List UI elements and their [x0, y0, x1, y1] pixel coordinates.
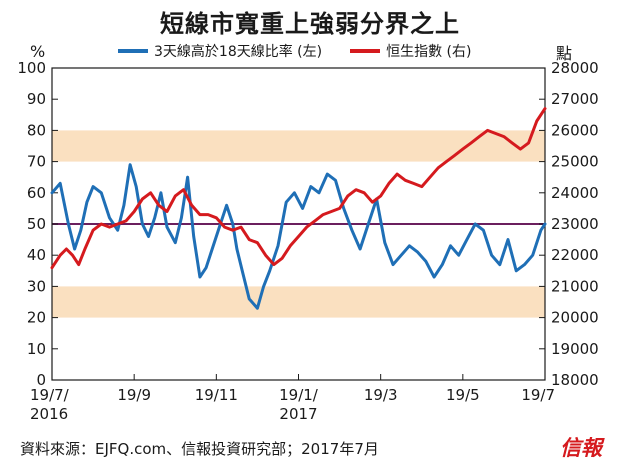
series-line-breadth-ratio: [50, 163, 547, 310]
legend-label-blue: 3天線高於18天線比率 (左): [154, 44, 323, 60]
x-tick-label-0-line2: 2016: [30, 405, 68, 423]
series-line-hang-seng: [50, 107, 547, 270]
legend-swatch-blue: [118, 49, 148, 53]
left-tick-label-1: 10: [27, 340, 46, 358]
x-tick-label-0: 19/7/: [30, 386, 70, 404]
right-axis-unit: 點: [556, 44, 573, 63]
source-note: 資料來源：EJFQ.com、信報投資研究部；2017年7月: [20, 440, 379, 458]
right-tick-label-3: 21000: [551, 277, 599, 295]
legend-swatch-red: [350, 49, 381, 53]
right-tick-label-6: 24000: [551, 184, 599, 202]
right-tick-label-5: 23000: [551, 215, 599, 233]
right-tick-label-2: 20000: [551, 309, 599, 327]
publisher-logo: 信報: [560, 435, 602, 460]
legend-label-red: 恒生指數 (右): [386, 44, 472, 60]
shaded-band-0: [52, 130, 545, 162]
left-tick-label-8: 80: [27, 121, 46, 139]
left-tick-label-2: 20: [27, 309, 46, 327]
chart-title: 短線市寬重上強弱分界之上: [160, 10, 460, 38]
left-tick-label-9: 90: [27, 90, 46, 108]
right-tick-label-1: 19000: [551, 340, 599, 358]
x-tick-label-5: 19/5: [446, 386, 480, 404]
right-tick-label-8: 26000: [551, 121, 599, 139]
legend: 3天線高於18天線比率 (左) 恒生指數 (右): [118, 40, 471, 62]
right-tick-label-4: 22000: [551, 246, 599, 264]
x-tick-label-2: 19/11: [195, 386, 238, 404]
left-tick-label-6: 60: [27, 184, 46, 202]
legend-item-blue: 3天線高於18天線比率 (左): [118, 41, 322, 61]
left-tick-label-0: 0: [36, 371, 46, 389]
left-tick-label-7: 70: [27, 153, 46, 171]
left-tick-label-10: 100: [17, 59, 46, 77]
right-tick-label-10: 28000: [551, 59, 599, 77]
x-tick-label-3-line2: 2017: [279, 405, 317, 423]
x-tick-label-6: 19/7: [521, 386, 555, 404]
left-tick-label-3: 30: [27, 277, 46, 295]
left-tick-label-5: 50: [27, 215, 46, 233]
left-axis-unit: %: [30, 42, 46, 61]
right-tick-label-7: 25000: [551, 153, 599, 171]
legend-item-red: 恒生指數 (右): [350, 41, 471, 61]
right-tick-label-9: 27000: [551, 90, 599, 108]
shaded-band-1: [52, 286, 545, 318]
right-tick-label-0: 18000: [551, 371, 599, 389]
left-tick-label-4: 40: [27, 246, 46, 264]
x-tick-label-4: 19/3: [364, 386, 398, 404]
x-tick-label-1: 19/9: [117, 386, 151, 404]
x-tick-label-3: 19/1/: [279, 386, 319, 404]
